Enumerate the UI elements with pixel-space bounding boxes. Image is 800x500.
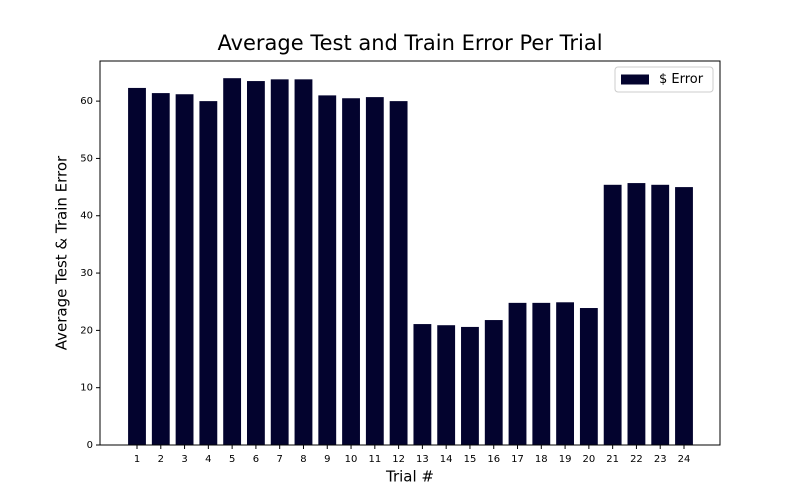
bar [508, 302, 527, 445]
y-tick-label: 0 [87, 440, 93, 451]
y-tick-label: 50 [80, 153, 93, 164]
x-tick-label: 8 [300, 454, 306, 465]
x-tick-label: 14 [440, 454, 453, 465]
x-tick-label: 11 [368, 454, 381, 465]
bar [413, 324, 432, 445]
chart-title: Average Test and Train Error Per Trial [217, 31, 602, 55]
bar [246, 81, 265, 446]
x-tick-label: 10 [345, 454, 358, 465]
legend-box [614, 66, 714, 93]
plot-frame [99, 60, 721, 446]
bar [270, 79, 289, 445]
legend-label: $ Error [659, 72, 704, 87]
y-tick-label: 40 [80, 211, 93, 222]
x-tick-label: 19 [559, 454, 572, 465]
x-tick-label: 6 [253, 454, 259, 465]
x-tick-label: 12 [392, 454, 405, 465]
x-tick-label: 16 [487, 454, 500, 465]
bar [675, 187, 693, 446]
bar [128, 87, 146, 445]
bar [389, 101, 408, 446]
bar [223, 78, 242, 445]
bar [437, 325, 456, 445]
bar [151, 93, 170, 445]
x-tick-label: 21 [606, 454, 619, 465]
bar [461, 326, 479, 445]
legend-swatch [621, 74, 649, 85]
x-tick-label: 18 [535, 454, 548, 465]
x-tick-label: 23 [654, 454, 667, 465]
x-tick-label: 20 [583, 454, 596, 465]
y-tick-label: 10 [80, 383, 93, 394]
bar [294, 79, 313, 445]
bar [342, 98, 360, 446]
x-tick-label: 4 [205, 454, 211, 465]
x-tick-label: 9 [324, 454, 330, 465]
x-tick-label: 1 [134, 454, 140, 465]
bar [484, 320, 503, 445]
x-tick-label: 7 [277, 454, 283, 465]
bar [603, 184, 622, 446]
bar [175, 94, 194, 445]
y-axis-label: Average Test & Train Error [53, 155, 71, 350]
bar [579, 308, 598, 445]
x-tick-label: 2 [158, 454, 164, 465]
bar [651, 184, 670, 446]
bar [532, 302, 551, 445]
x-tick-label: 24 [678, 454, 691, 465]
x-axis-label: Trial # [385, 468, 434, 486]
y-tick-label: 20 [80, 325, 93, 336]
y-tick-label: 60 [80, 96, 93, 107]
bar [365, 97, 384, 446]
x-tick-label: 15 [464, 454, 477, 465]
y-tick-label: 30 [80, 268, 93, 279]
bar [627, 183, 646, 445]
bar [199, 101, 218, 446]
x-tick-label: 13 [416, 454, 429, 465]
x-tick-label: 5 [229, 454, 235, 465]
bar [556, 302, 575, 445]
x-tick-label: 3 [181, 454, 187, 465]
bar [318, 95, 337, 445]
x-tick-label: 22 [630, 454, 643, 465]
x-tick-label: 17 [511, 454, 524, 465]
